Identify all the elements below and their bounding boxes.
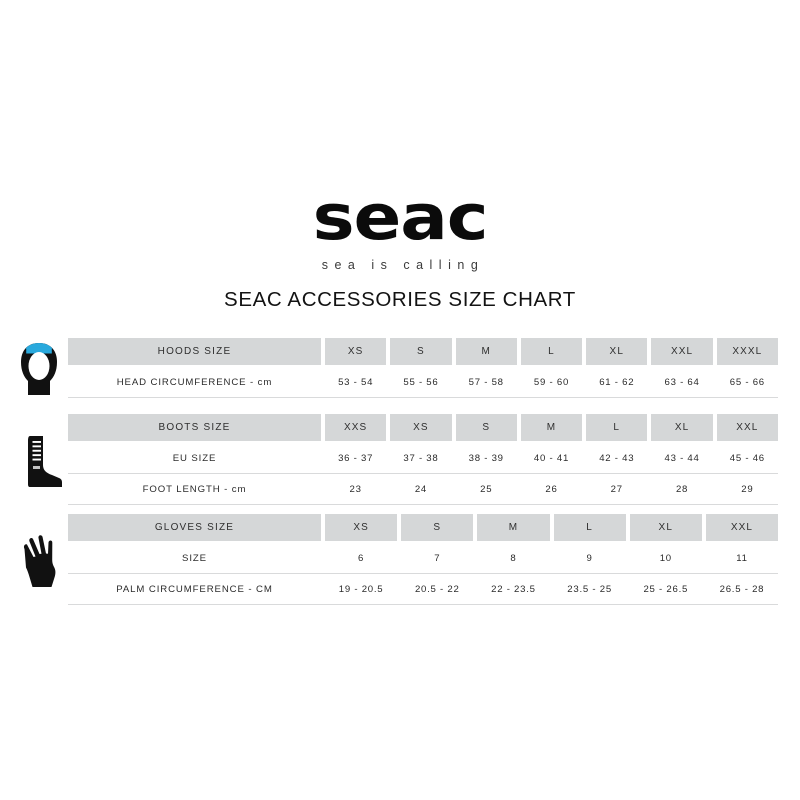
- table-cell: 26: [545, 483, 558, 495]
- table-cell: 23.5 - 25: [567, 583, 612, 595]
- gloves-row-label: SIZE: [182, 552, 207, 564]
- hoods-row-label: HEAD CIRCUMFERENCE - cm: [116, 376, 273, 388]
- table-cell: 22 - 23.5: [491, 583, 536, 595]
- table-cell: 25 - 26.5: [643, 583, 689, 595]
- hoods-size-header-l: L: [520, 338, 583, 365]
- table-row: PALM CIRCUMFERENCE - CM 19 - 20.5 20.5 - 2…: [68, 574, 778, 605]
- gloves-row-label: PALM CIRCUMFERENCE - CM: [116, 583, 273, 595]
- table-cell: 28: [675, 483, 689, 495]
- table-cell: 10: [659, 552, 672, 564]
- boots-size-header-m: M: [520, 414, 583, 441]
- table-cell: 8: [510, 552, 517, 564]
- boots-size-header-xs: XS: [390, 414, 452, 441]
- page-title: SEAC ACCESSORIES SIZE CHART: [224, 288, 576, 311]
- gloves-header-row: GLOVES SIZE XS S M L XL XXL: [68, 514, 779, 541]
- table-cell: 61 - 62: [599, 376, 635, 388]
- table-cell: 40 - 41: [533, 452, 570, 464]
- table-row: FOOT LENGTH - cm 23 24 25 26 27 28 29: [68, 474, 778, 505]
- gloves-size-header-xl: XL: [629, 514, 702, 541]
- hood-icon: [13, 338, 65, 400]
- table-cell: 42 - 43: [599, 452, 635, 464]
- table-cell: 24: [414, 483, 427, 495]
- gloves-header-label: GLOVES SIZE: [68, 514, 321, 541]
- seac-logo: seac: [312, 181, 489, 254]
- boots-size-header-xxl: XXL: [716, 414, 778, 441]
- hoods-size-header-xs: XS: [325, 338, 387, 365]
- table-row: EU SIZE 36 - 37 37 - 38 38 - 39 40 - 41 42 - …: [68, 443, 778, 474]
- gloves-size-header-s: S: [401, 514, 474, 541]
- table-cell: 26.5 - 28: [719, 583, 765, 595]
- gloves-size-table: GLOVES SIZE XS S M L XL XXL SIZE 6 7 8 9 10 11 PALM CI…: [68, 514, 779, 605]
- gloves-size-header-m: M: [477, 514, 550, 541]
- table-row: HEAD CIRCUMFERENCE - cm 53 - 54 55 - 56 57 …: [68, 367, 778, 398]
- hoods-size-header-xxxl: XXXL: [716, 338, 778, 365]
- boots-row-label: FOOT LENGTH - cm: [142, 483, 247, 495]
- table-cell: 63 - 64: [664, 376, 700, 388]
- table-cell: 36 - 37: [338, 452, 374, 464]
- table-cell: 38 - 39: [468, 452, 504, 464]
- hoods-size-header-s: S: [390, 338, 452, 365]
- table-cell: 43 - 44: [664, 452, 700, 464]
- hoods-size-header-xxl: XXL: [651, 338, 713, 365]
- table-cell: 45 - 46: [729, 452, 765, 464]
- table-cell: 57 - 58: [468, 376, 504, 388]
- gloves-size-header-xxl: XXL: [705, 514, 779, 541]
- hoods-header-label: HOODS SIZE: [68, 338, 321, 365]
- hoods-size-header-m: M: [455, 338, 517, 365]
- boots-size-header-xxs: XXS: [325, 414, 387, 441]
- boots-header-row: BOOTS SIZE XXS XS S M L XL XXL: [68, 414, 778, 441]
- table-cell: 9: [586, 552, 593, 564]
- boots-size-header-xl: XL: [651, 414, 713, 441]
- boots-row-label: EU SIZE: [172, 452, 217, 464]
- boots-header-label: BOOTS SIZE: [68, 414, 321, 441]
- table-cell: 65 - 66: [729, 376, 765, 388]
- boots-size-table: BOOTS SIZE XXS XS S M L XL XXL EU SIZE 36 - 37 37 …: [68, 414, 778, 505]
- table-cell: 55 - 56: [403, 376, 439, 388]
- table-row: SIZE 6 7 8 9 10 11: [68, 543, 778, 574]
- glove-icon: [13, 532, 65, 594]
- hoods-size-table: HOODS SIZE XS S M L XL XXL XXXL HEAD CIRCUMFEREN…: [68, 338, 778, 398]
- table-cell: 23: [349, 483, 362, 495]
- gloves-size-header-xs: XS: [325, 514, 398, 541]
- table-cell: 53 - 54: [338, 376, 374, 388]
- table-cell: 29: [741, 483, 754, 495]
- brand-tagline: sea is calling: [321, 258, 485, 272]
- table-cell: 27: [610, 483, 623, 495]
- table-cell: 19 - 20.5: [338, 583, 384, 595]
- table-cell: 25: [480, 483, 493, 495]
- hoods-size-header-xl: XL: [586, 338, 648, 365]
- boots-size-header-s: S: [455, 414, 517, 441]
- table-cell: 20.5 - 22: [414, 583, 460, 595]
- table-cell: 37 - 38: [403, 452, 439, 464]
- boots-size-header-l: L: [586, 414, 648, 441]
- gloves-size-header-l: L: [553, 514, 626, 541]
- boot-icon: [13, 432, 65, 494]
- hoods-header-row: HOODS SIZE XS S M L XL XXL XXXL: [68, 338, 778, 365]
- table-cell: 7: [434, 552, 441, 564]
- table-cell: 6: [358, 552, 365, 564]
- table-cell: 11: [736, 552, 748, 564]
- table-cell: 59 - 60: [533, 376, 570, 388]
- brand-header: seac sea is calling: [0, 186, 800, 272]
